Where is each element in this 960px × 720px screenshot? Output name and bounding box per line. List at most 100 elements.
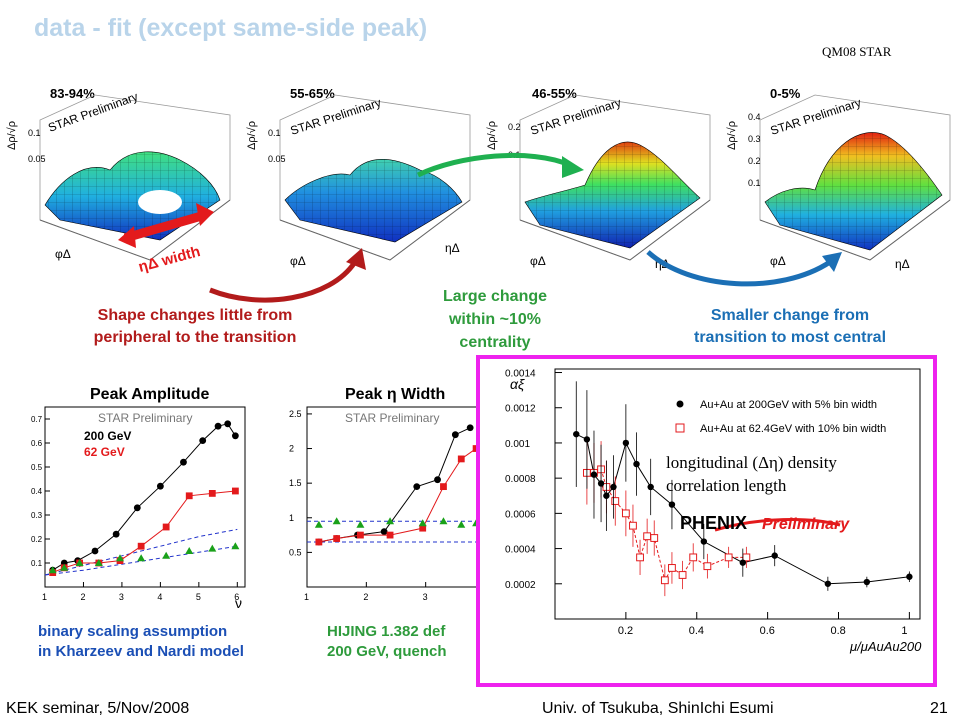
ztick-4d: 0.1 xyxy=(748,178,761,188)
centrality-label-4: 0-5% xyxy=(770,86,801,101)
phi-label-3: φΔ xyxy=(530,254,546,268)
phx-200-point xyxy=(583,436,591,443)
centrality-label-3: 46-55% xyxy=(532,86,577,101)
slide-title: data - fit (except same-side peak) xyxy=(34,14,428,42)
phx-200-point xyxy=(739,559,747,566)
ztick-4a: 0.4 xyxy=(748,112,761,122)
phx-62-point xyxy=(678,571,687,579)
width-point xyxy=(440,483,447,491)
phx-ytick-label: 0.0012 xyxy=(505,404,536,415)
phx-200-point xyxy=(906,573,913,580)
blue-arrow xyxy=(646,250,832,287)
width-ytick-label: 1.5 xyxy=(289,478,302,488)
amp-xtick-label: 3 xyxy=(119,592,124,602)
amp-legend-200: 200 GeV xyxy=(84,429,131,443)
amp-xtick-label: 2 xyxy=(80,592,85,602)
phx-200-point xyxy=(824,580,832,587)
phx-annotation-1: longitudinal (Δη) density xyxy=(666,453,837,472)
amp-point xyxy=(180,458,187,466)
amp-point xyxy=(208,544,217,552)
phx-200-point xyxy=(647,483,654,491)
ztick-4b: 0.3 xyxy=(748,134,761,144)
phx-62-point xyxy=(668,564,676,572)
amp-point xyxy=(75,559,84,566)
phx-legend-62: Au+Au at 62.4GeV with 10% bin width xyxy=(700,423,886,435)
amp-point xyxy=(133,504,141,512)
amp-ytick-label: 0.7 xyxy=(31,415,43,424)
peak-amplitude-chart: STAR Preliminary 200 GeV 62 GeV ν 1 2 3 4 5 6… xyxy=(31,406,246,611)
footer-left: KEK seminar, 5/Nov/2008 xyxy=(6,700,190,717)
width-point xyxy=(380,528,388,536)
binary-scaling-text: binary scaling assumption in Kharzeev an… xyxy=(38,623,244,660)
phenix-logo: PHENIX Preliminary xyxy=(680,513,850,533)
footer-center: Univ. of Tsukuba, ShinIchi Esumi xyxy=(542,700,774,717)
zlabel-1: Δρ/√ρ xyxy=(6,121,18,150)
green-arrow xyxy=(416,152,571,178)
phx-62-point xyxy=(621,509,630,518)
phx-62-point xyxy=(660,576,669,585)
amp-series-line xyxy=(52,490,236,574)
amp-ytick-label: 0.6 xyxy=(31,439,43,448)
amp-point xyxy=(231,432,239,440)
amp-point xyxy=(112,530,120,538)
amp-point xyxy=(137,542,145,550)
width-point xyxy=(439,517,448,525)
amp-point xyxy=(156,482,164,490)
phx-200-point xyxy=(700,538,708,545)
phx-ytick-label: 0.0014 xyxy=(505,369,536,380)
centrality-label-2: 55-65% xyxy=(290,86,335,101)
phx-62-point xyxy=(643,532,652,541)
amplitude-title: Peak Amplitude xyxy=(90,386,210,403)
amp-point xyxy=(231,487,239,495)
ztick-4c: 0.2 xyxy=(748,156,761,166)
zlabel-3: Δρ/√ρ xyxy=(486,121,498,150)
eta-label-4: ηΔ xyxy=(895,257,910,271)
phx-xtick-label: 1 xyxy=(901,625,907,637)
amp-point xyxy=(231,542,240,550)
ztick-1a: 0.1 xyxy=(28,128,41,138)
width-point xyxy=(386,517,395,525)
phx-200-point xyxy=(597,480,605,487)
phx-200-point xyxy=(633,460,640,468)
phx-200-point xyxy=(573,430,580,438)
amp-legend-62: 62 GeV xyxy=(84,445,125,459)
phx-200-point xyxy=(610,483,617,491)
width-point xyxy=(451,431,459,439)
amp-point xyxy=(116,554,124,562)
phenix-correlation-chart: αξ μ/μAuAu200 Au+Au at 200GeV with 5% bi… xyxy=(505,368,922,654)
width-ytick-label: 1 xyxy=(289,513,294,523)
phx-xtick-label: 0.8 xyxy=(830,625,845,637)
phx-ytick-label: 0.0002 xyxy=(505,580,536,591)
phi-label-1: φΔ xyxy=(55,247,71,261)
blue-annotation: Smaller change from transition to most c… xyxy=(693,307,887,346)
phx-ytick-label: 0.0004 xyxy=(505,545,536,556)
width-ytick-label: 2.5 xyxy=(289,409,302,419)
width-xtick-label: 1 xyxy=(304,592,309,602)
amp-ytick-label: 0.1 xyxy=(31,559,43,568)
phx-200-point xyxy=(863,578,871,586)
amp-point xyxy=(60,563,69,571)
green-annotation: Large change within ~10% centrality xyxy=(442,288,548,351)
amp-ytick-label: 0.4 xyxy=(31,487,43,496)
width-ytick-label: 2 xyxy=(289,444,294,454)
amp-model-curve xyxy=(44,528,238,576)
phx-62-point xyxy=(689,553,698,562)
width-point xyxy=(434,476,441,484)
phx-annotation-2: correlation length xyxy=(666,476,787,495)
amp-point xyxy=(94,559,103,566)
amp-frame xyxy=(44,406,246,588)
amp-point xyxy=(137,554,146,562)
phx-62-point xyxy=(611,497,620,505)
centrality-label-1: 83-94% xyxy=(50,86,95,101)
phx-ytick-label: 0.001 xyxy=(505,439,530,450)
amp-xtick-label: 5 xyxy=(196,592,201,602)
zlabel-2: Δρ/√ρ xyxy=(246,121,258,150)
ztick-2b: 0.05 xyxy=(268,154,286,164)
amp-ytick-label: 0.3 xyxy=(31,511,43,520)
ztick-3a: 0.2 xyxy=(508,122,521,132)
amp-point xyxy=(162,551,171,559)
width-point xyxy=(315,538,323,546)
width-point xyxy=(356,520,365,528)
phx-ytick-label: 0.0006 xyxy=(505,509,536,520)
